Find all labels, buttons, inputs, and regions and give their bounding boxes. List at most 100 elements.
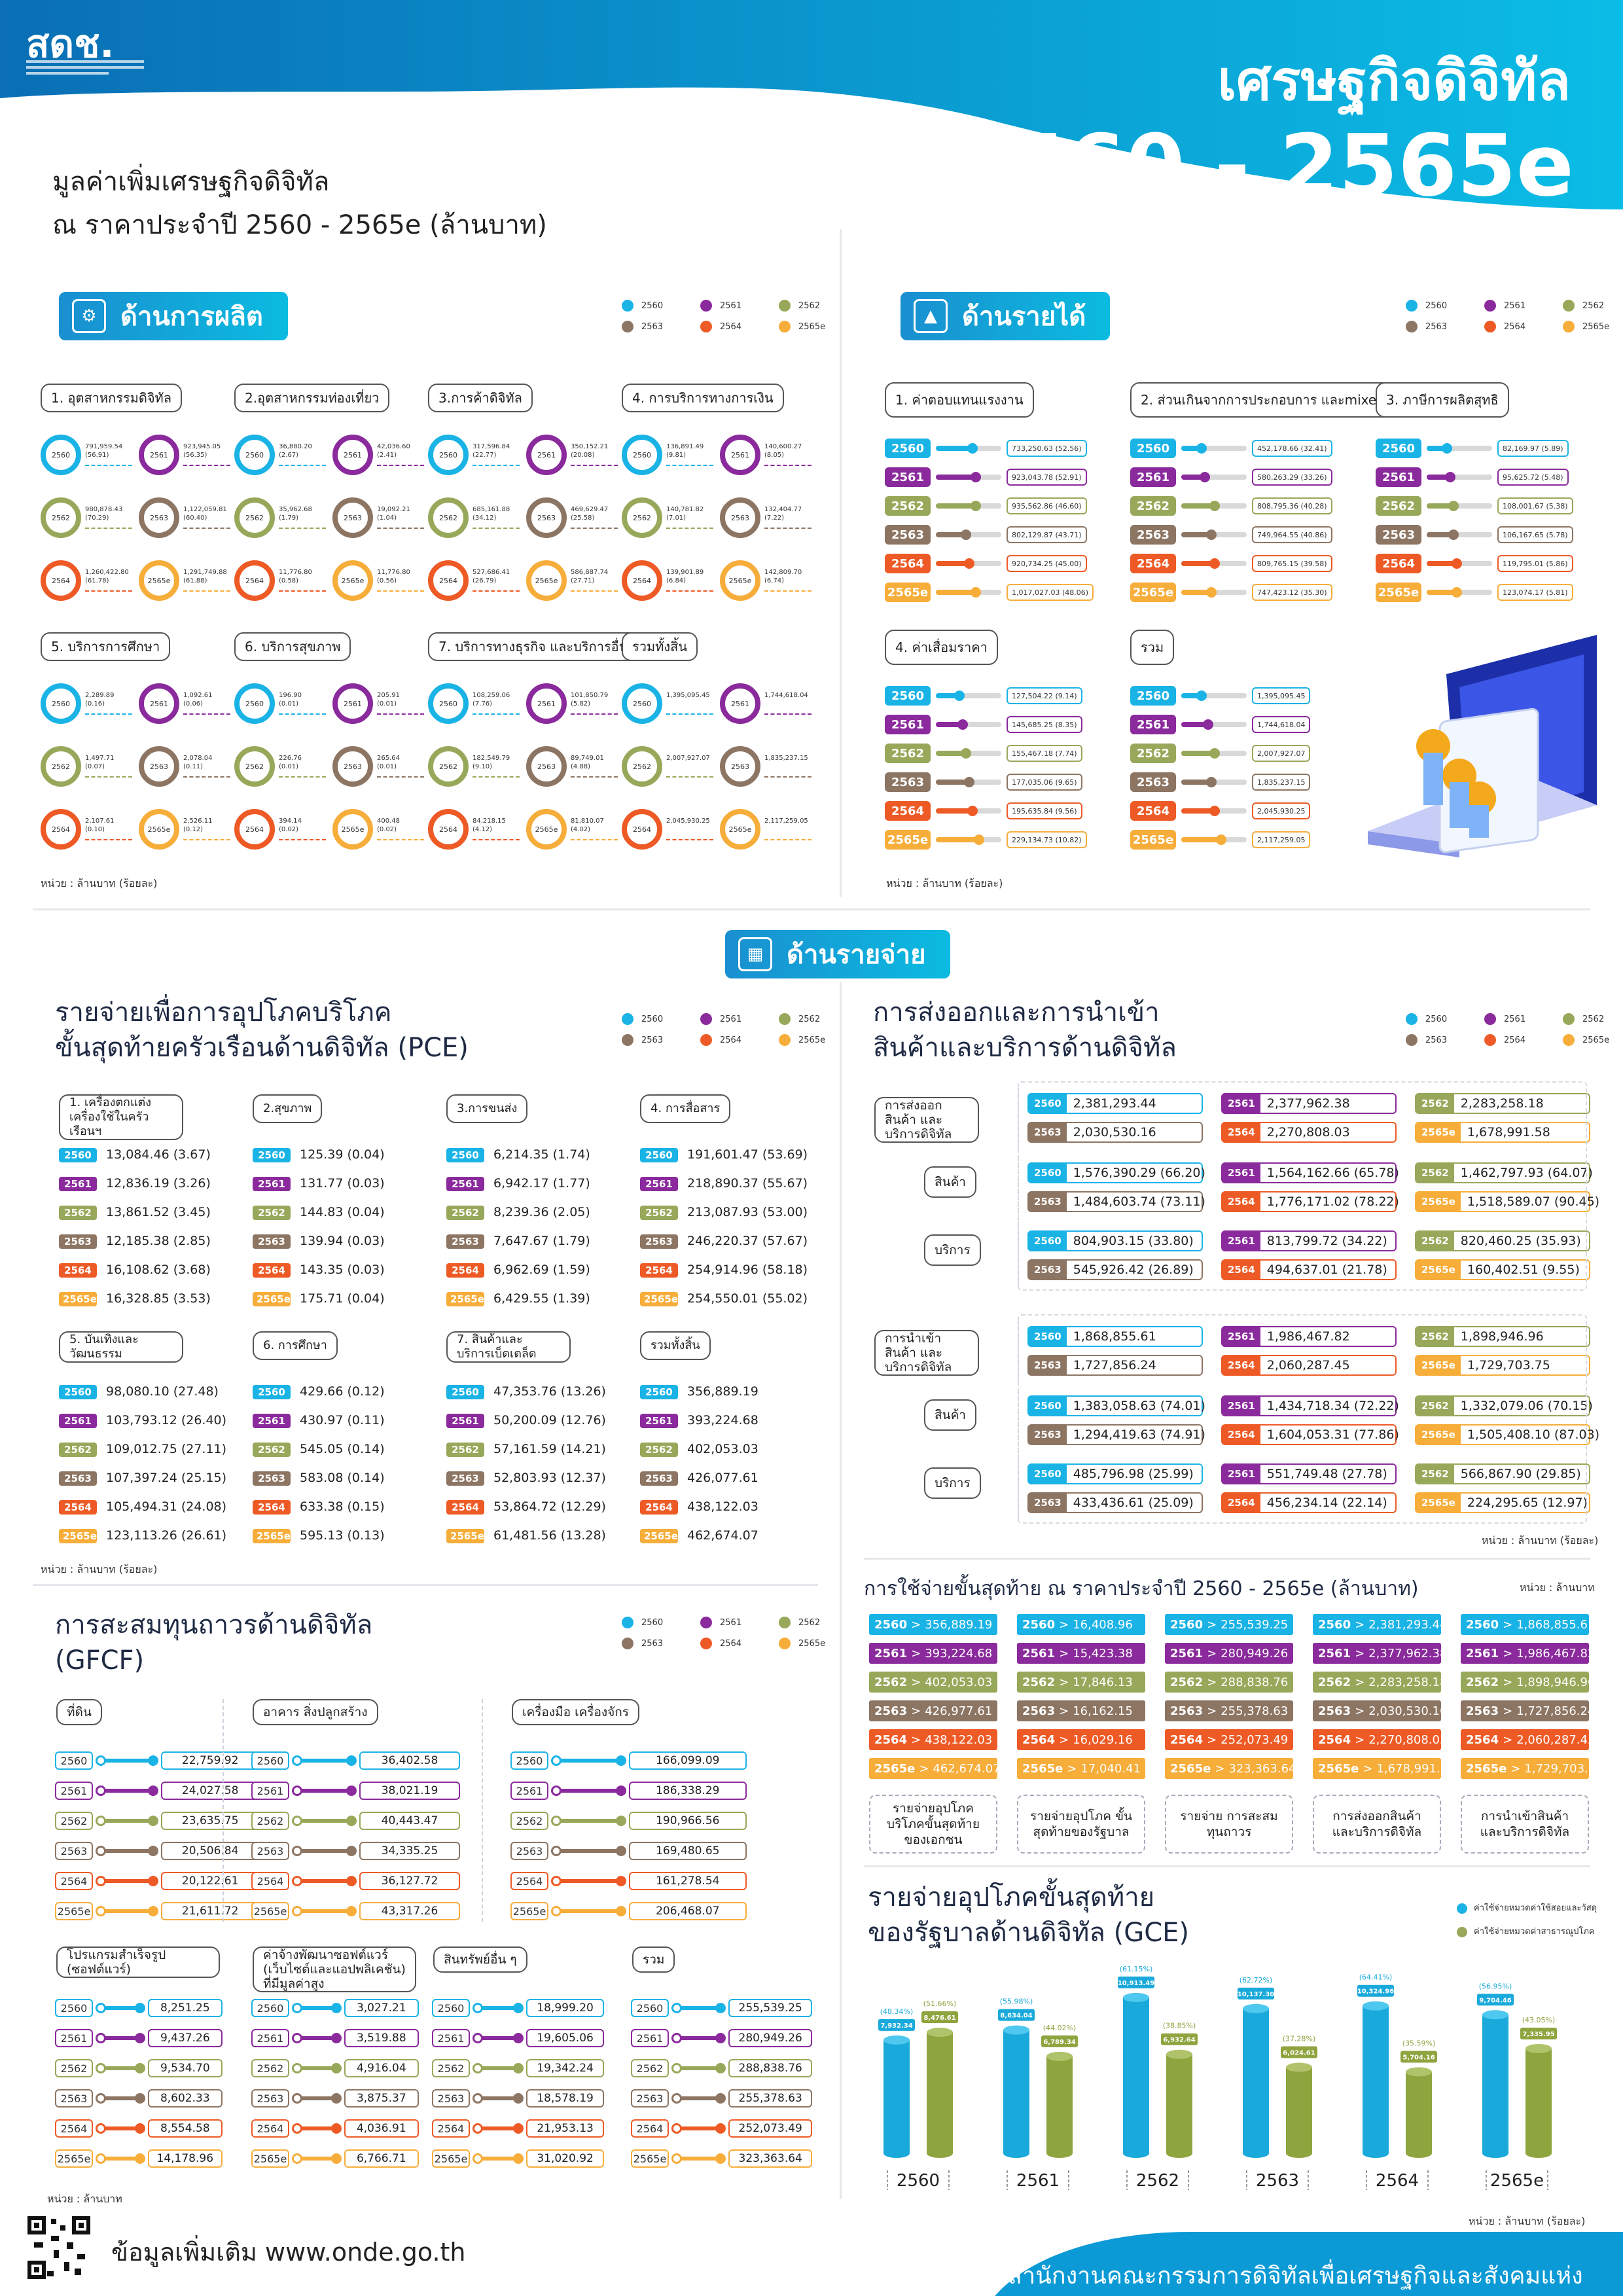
trade-value-box: 2560 1,868,855.61 — [1027, 1326, 1203, 1347]
trade-value-box: 2565e 1,505,408.10 (87.03) — [1415, 1424, 1599, 1445]
pce-value: 426,077.61 — [687, 1471, 758, 1485]
donut-value: 1,291,749.88 (61.88) — [183, 569, 227, 584]
slider-fill — [1427, 503, 1453, 509]
trade-value: 2,060,287.45 — [1266, 1358, 1350, 1372]
connector-knob — [473, 2003, 483, 2013]
donut-leader — [473, 713, 520, 715]
connector-knob — [96, 1846, 106, 1856]
bracket — [1018, 1225, 1019, 1288]
legend-label: 2560 — [1425, 300, 1448, 311]
connector-knob — [96, 1906, 106, 1916]
pce-value: 107,397.24 (25.15) — [106, 1471, 227, 1485]
legend-label: 2560 — [641, 300, 664, 311]
trade-value-box: 2561 551,749.48 (27.78) — [1221, 1463, 1397, 1484]
connector-knob — [292, 2093, 302, 2104]
donut-leader — [279, 590, 326, 592]
final-row: 2564 >438,122.03 — [869, 1729, 997, 1750]
year-badge: 2562 — [446, 1206, 484, 1220]
arrow-icon: > — [1503, 1704, 1513, 1718]
connector-knob — [330, 2093, 342, 2104]
legend-item: 2562 — [779, 1013, 857, 1025]
divider — [223, 1699, 224, 1922]
year-badge: 2561 — [446, 1177, 484, 1191]
gce-bar — [1123, 1997, 1149, 2153]
gce-bar-base — [1166, 2149, 1192, 2158]
legend-label: 2564 — [720, 321, 742, 332]
year-badge: 2561 — [1222, 1327, 1260, 1346]
bracket — [1018, 1088, 1019, 1151]
gce-label-bg — [878, 2018, 915, 2031]
donut-leader — [666, 839, 713, 840]
connector-knob — [513, 2153, 524, 2164]
donut-value: 2,007,927.07 — [666, 755, 710, 762]
donut-leader — [377, 776, 424, 778]
donut-value: 469,629.47 (25.58) — [571, 506, 609, 522]
donut-leader — [571, 528, 618, 529]
year-label: 2565e — [874, 1761, 916, 1776]
arrow-icon: > — [1355, 1732, 1365, 1747]
slider-knob — [957, 719, 968, 730]
gfcf-value: 31,020.92 — [526, 2149, 604, 2168]
connector — [96, 2006, 140, 2010]
final-value: 17,846.13 — [1073, 1675, 1133, 1689]
legend-item: 2560 — [1406, 1013, 1484, 1025]
year-badge: 2564 — [1222, 1261, 1260, 1279]
year-badge: 2560 — [59, 1385, 97, 1399]
connector-knob — [715, 2123, 726, 2134]
donut-leader — [666, 465, 713, 466]
year-donut: 2564 — [234, 809, 275, 850]
legend-label: 2562 — [798, 1014, 821, 1024]
donut-leader — [183, 528, 230, 529]
pce-value: 402,053.03 — [687, 1442, 758, 1456]
year-badge: 2563 — [446, 1234, 484, 1249]
year-badge: 2565e — [1416, 1123, 1461, 1141]
year-badge: 2565e — [1416, 1494, 1461, 1512]
year-badge: 2561 — [885, 715, 931, 734]
donut-value: 136,891.49 (9.81) — [666, 443, 704, 459]
year-badge: 2563 — [640, 1234, 678, 1249]
income-value: 747,423.12 (35.30) — [1252, 584, 1332, 601]
final-value: 1,678,991.58 — [1376, 1761, 1455, 1776]
year-badge: 2560 — [885, 686, 931, 706]
connector-knob — [148, 1876, 159, 1886]
income-value: 580,263.29 (33.26) — [1252, 469, 1332, 486]
pce-value: 109,012.75 (27.11) — [106, 1442, 227, 1456]
trade-value-box: 2561 813,799.72 (34.22) — [1221, 1230, 1397, 1251]
year-badge: 2562 — [640, 1443, 678, 1457]
arrow-icon: > — [1363, 1761, 1373, 1776]
donut-leader — [279, 528, 326, 529]
gfcf-value: 19,605.06 — [526, 2029, 604, 2047]
year-donut: 2564 — [234, 560, 275, 601]
gfcf-value: 9,534.70 — [147, 2059, 223, 2077]
year-badge: 2561 — [885, 467, 931, 487]
gce-value-label: 9,704.46 — [1479, 1997, 1511, 2004]
year-donut: 2562 — [234, 746, 275, 787]
pce-value: 6,429.55 (1.39) — [493, 1291, 590, 1306]
final-row: 2562 >2,283,258.18 — [1313, 1672, 1447, 1693]
year-badge: 2564 — [253, 1263, 291, 1278]
pce-value: 57,161.59 (14.21) — [493, 1442, 606, 1456]
connector-knob — [148, 1785, 159, 1796]
year-badge: 2561 — [1222, 1397, 1260, 1415]
year-badge: 2565e — [446, 1529, 484, 1543]
connector-knob — [671, 2063, 682, 2073]
year-box: 2562 — [631, 2059, 669, 2077]
gce-pct-label: (43.05%) — [1522, 2016, 1556, 2024]
trade-value-box: 2563 545,926.42 (26.89) — [1027, 1259, 1203, 1280]
gfcf-group-label: ค่าจ้างพัฒนาซอฟต์แวร์ (เว็บไซต์และแอปพลิ… — [253, 1946, 416, 1992]
gce-bar — [1046, 2056, 1073, 2153]
qr-code[interactable] — [27, 2216, 90, 2279]
legend-label: 2561 — [720, 1014, 742, 1024]
year-badge: 2563 — [59, 1471, 97, 1486]
donut-value: 11,776.80 (0.58) — [279, 569, 312, 584]
year-donut: 2563 — [332, 746, 373, 787]
gfcf-value: 252,073.49 — [728, 2119, 812, 2138]
final-value: 2,381,293.44 — [1368, 1617, 1448, 1632]
year-badge: 2565e — [1376, 583, 1421, 602]
donut-leader — [377, 465, 424, 466]
donut-value: 1,497.71 (0.07) — [85, 755, 115, 770]
gfcf-value: 36,127.72 — [359, 1872, 460, 1890]
year-badge: 2564 — [59, 1263, 97, 1278]
more-info-link[interactable]: ข้อมูลเพิ่มเติม www.onde.go.th — [111, 2238, 466, 2267]
legend-item: 2561 — [700, 1617, 779, 1628]
